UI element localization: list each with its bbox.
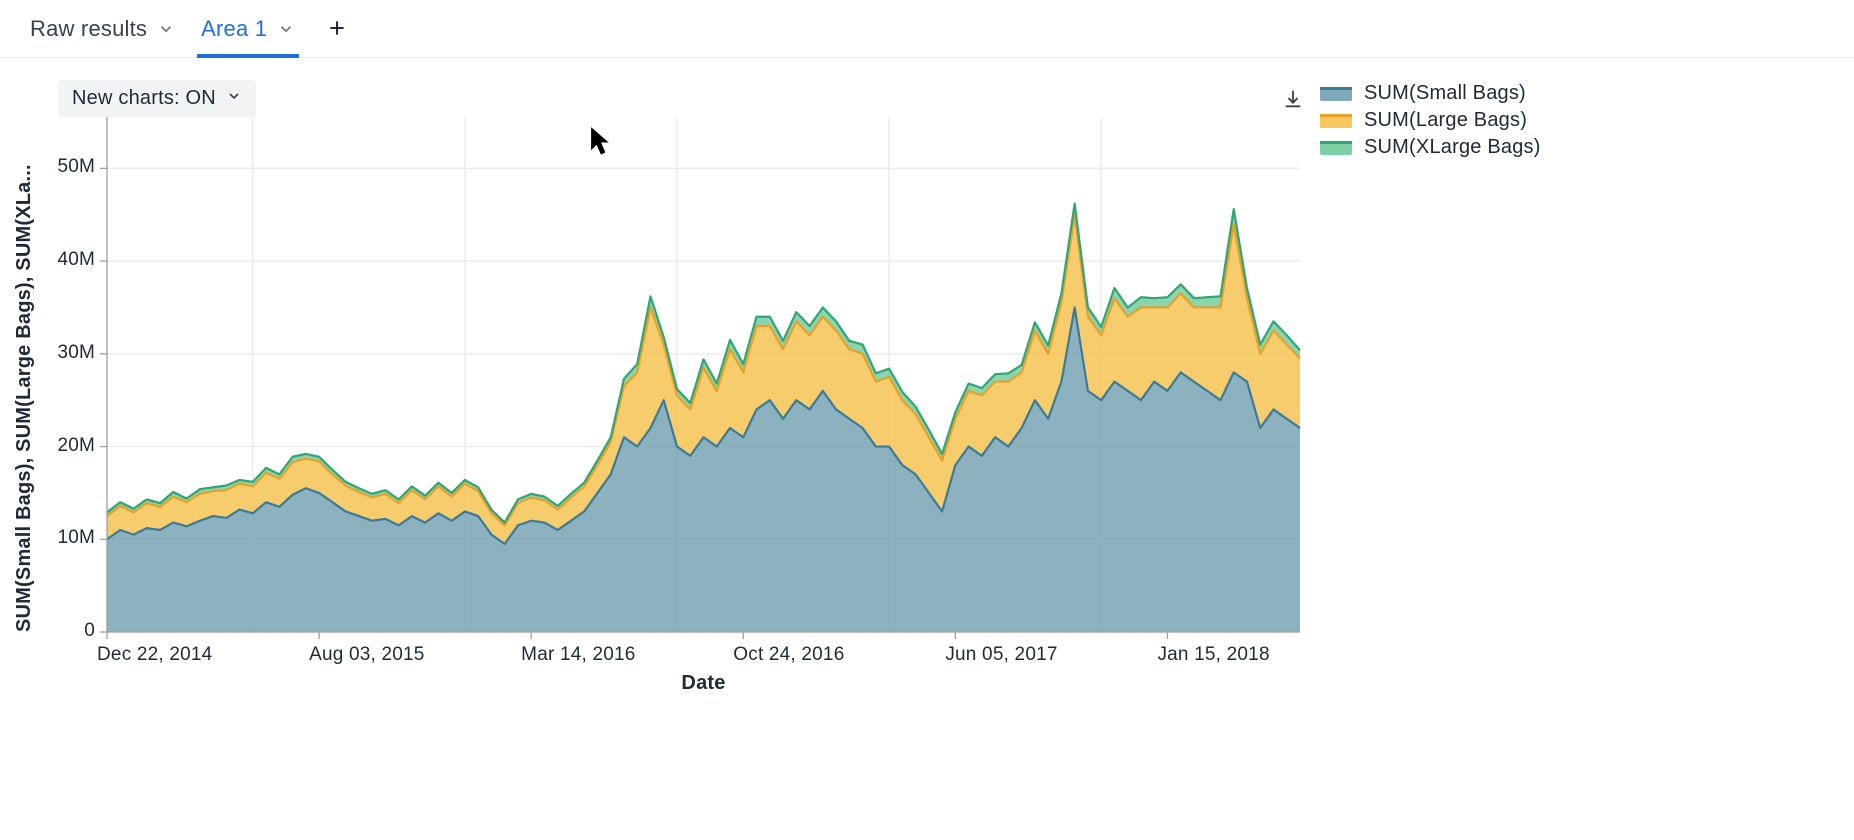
legend-swatch <box>1320 87 1352 101</box>
legend-item[interactable]: SUM(Large Bags) <box>1320 109 1541 132</box>
x-tick-label: Jun 05, 2017 <box>945 644 1057 666</box>
x-tick-label: Mar 14, 2016 <box>521 644 635 666</box>
x-tick-label: Oct 24, 2016 <box>733 644 844 666</box>
x-tick-label: Dec 22, 2014 <box>97 644 212 666</box>
x-axis-title: Date <box>107 672 1300 695</box>
legend-label: SUM(Large Bags) <box>1364 109 1527 132</box>
legend-item[interactable]: SUM(XLarge Bags) <box>1320 136 1541 159</box>
chart-plot-area[interactable] <box>20 75 1304 636</box>
x-tick-label: Jan 15, 2018 <box>1157 644 1269 666</box>
tab-label: Raw results <box>30 16 147 42</box>
tab-label: Area 1 <box>201 16 267 42</box>
chevron-down-icon[interactable] <box>157 20 175 38</box>
legend-item[interactable]: SUM(Small Bags) <box>1320 82 1541 105</box>
tab-raw-results[interactable]: Raw results <box>30 0 175 57</box>
chart-legend: SUM(Small Bags) SUM(Large Bags) SUM(XLar… <box>1320 82 1541 159</box>
chevron-down-icon[interactable] <box>277 20 295 38</box>
area-chart: SUM(Small Bags), SUM(Large Bags), SUM(XL… <box>20 75 1320 715</box>
legend-swatch <box>1320 141 1352 155</box>
x-tick-label: Aug 03, 2015 <box>309 644 424 666</box>
legend-label: SUM(Small Bags) <box>1364 82 1526 105</box>
legend-label: SUM(XLarge Bags) <box>1364 136 1541 159</box>
add-tab-button[interactable] <box>321 15 353 43</box>
legend-swatch <box>1320 114 1352 128</box>
tab-area-1[interactable]: Area 1 <box>201 0 295 57</box>
tab-bar: Raw results Area 1 <box>0 0 1854 58</box>
